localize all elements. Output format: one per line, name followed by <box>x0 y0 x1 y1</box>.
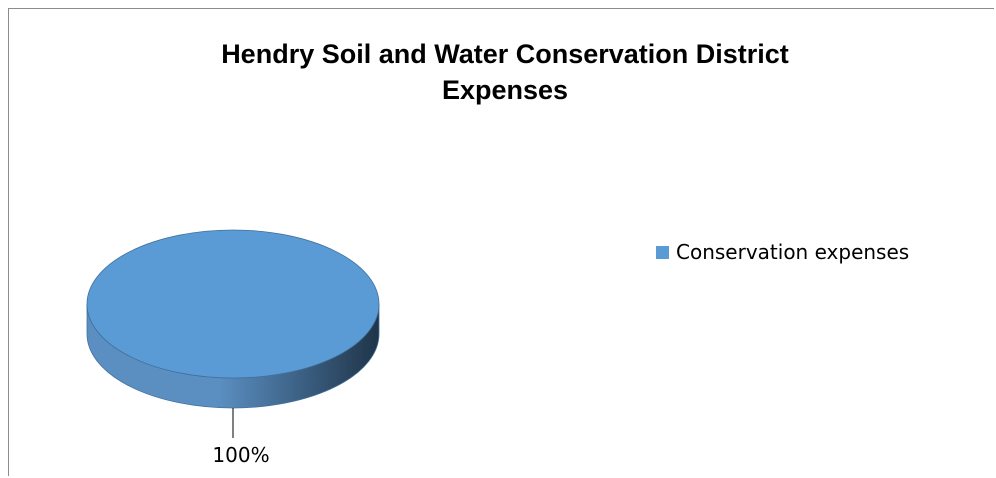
data-label-conservation-expenses: 100% <box>212 443 269 467</box>
pie-slice <box>86 229 380 379</box>
chart-title: Hendry Soil and Water Conservation Distr… <box>221 39 789 105</box>
legend-swatch-conservation-expenses <box>656 245 669 259</box>
legend-label-conservation-expenses: Conservation expenses <box>676 240 910 264</box>
legend: Conservation expenses <box>656 240 909 264</box>
